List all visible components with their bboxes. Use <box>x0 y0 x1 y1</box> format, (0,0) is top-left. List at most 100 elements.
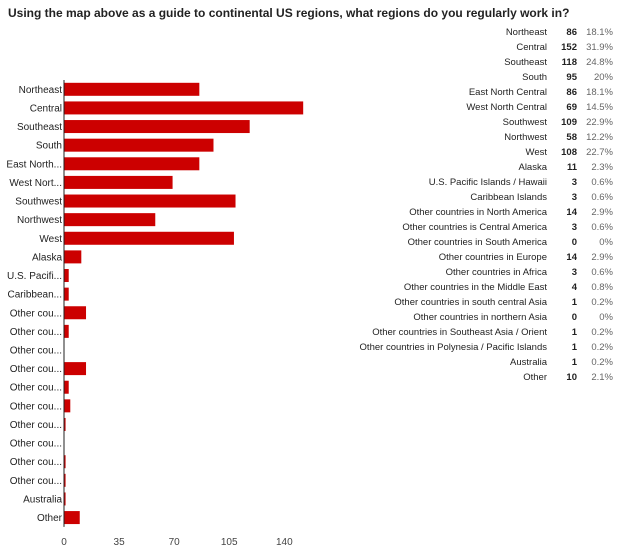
summary-count: 0 <box>571 237 577 248</box>
summary-label: Other countries in northern Asia <box>413 312 547 323</box>
summary-row: Other countries in South America 0 0% <box>360 235 613 250</box>
category-label: Other cou... <box>10 345 62 356</box>
summary-count: 118 <box>561 57 577 68</box>
x-tick-label: 140 <box>276 537 293 548</box>
summary-percent: 0% <box>599 237 613 248</box>
bar <box>64 250 82 264</box>
summary-count: 10 <box>566 372 577 383</box>
summary-row: East North Central 86 18.1% <box>360 85 613 100</box>
summary-label: Other countries in North America <box>409 207 547 218</box>
summary-row: Other countries in Polynesia / Pacific I… <box>360 340 613 355</box>
summary-percent: 22.7% <box>586 147 613 158</box>
category-label: South <box>36 141 62 152</box>
summary-percent: 0.2% <box>591 327 613 338</box>
summary-count: 86 <box>566 27 577 38</box>
summary-count: 69 <box>566 102 577 113</box>
bar <box>64 473 66 487</box>
bar <box>64 324 69 338</box>
question-title: Using the map above as a guide to contin… <box>8 6 570 20</box>
category-label: Southeast <box>17 122 62 133</box>
summary-row: Other countries is Central America 3 0.6% <box>360 220 613 235</box>
summary-label: Alaska <box>518 162 547 173</box>
summary-row: Other countries in south central Asia 1 0.… <box>360 295 613 310</box>
summary-row: Other countries in the Middle East 4 0.8% <box>360 280 613 295</box>
category-label: Northwest <box>17 215 62 226</box>
summary-count: 1 <box>571 297 577 308</box>
bar <box>64 399 71 413</box>
summary-count: 14 <box>566 252 577 263</box>
bar <box>64 194 236 208</box>
summary-row: Central 152 31.9% <box>360 40 613 55</box>
summary-label: U.S. Pacific Islands / Hawaii <box>428 177 547 188</box>
category-label: U.S. Pacifi... <box>7 271 62 282</box>
summary-label: Northeast <box>505 27 547 38</box>
bar <box>64 175 173 189</box>
summary-label: Other countries in Africa <box>445 267 547 278</box>
category-label: Other cou... <box>10 476 62 487</box>
summary-percent: 0.2% <box>591 342 613 353</box>
summary-count: 1 <box>571 327 577 338</box>
summary-percent: 0.6% <box>591 267 613 278</box>
x-tick-label: 105 <box>221 537 238 548</box>
summary-row: Other countries in Southeast Asia / Orie… <box>360 325 613 340</box>
summary-label: Other countries is Central America <box>402 222 547 233</box>
summary-label: Central <box>516 42 547 53</box>
summary-percent: 12.2% <box>586 132 613 143</box>
summary-percent: 14.5% <box>586 102 613 113</box>
summary-percent: 2.1% <box>591 372 613 383</box>
summary-row: Northwest 58 12.2% <box>360 130 613 145</box>
summary-label: West North Central <box>466 102 547 113</box>
summary-percent: 2.3% <box>591 162 613 173</box>
summary-count: 0 <box>571 312 577 323</box>
summary-label: Caribbean Islands <box>470 192 547 203</box>
summary-row: Other countries in North America 14 2.9% <box>360 205 613 220</box>
summary-percent: 18.1% <box>586 27 613 38</box>
summary-row: Australia 1 0.2% <box>360 355 613 370</box>
summary-table: Northeast 86 18.1% Central 152 31.9% Southeast… <box>360 25 613 385</box>
bar <box>64 417 66 431</box>
summary-row: Northeast 86 18.1% <box>360 25 613 40</box>
category-label: Other cou... <box>10 439 62 450</box>
bar <box>64 362 87 376</box>
summary-label: Australia <box>510 357 547 368</box>
category-label: Other <box>37 513 63 524</box>
bar <box>64 213 156 227</box>
summary-count: 14 <box>566 207 577 218</box>
summary-percent: 0.6% <box>591 222 613 233</box>
summary-count: 3 <box>571 192 577 203</box>
summary-percent: 0.6% <box>591 192 613 203</box>
category-label: East North... <box>6 159 62 170</box>
summary-row: Caribbean Islands 3 0.6% <box>360 190 613 205</box>
summary-count: 4 <box>571 282 577 293</box>
summary-percent: 0.2% <box>591 357 613 368</box>
summary-percent: 0.6% <box>591 177 613 188</box>
summary-percent: 18.1% <box>586 87 613 98</box>
bar <box>64 511 80 525</box>
summary-percent: 22.9% <box>586 117 613 128</box>
summary-label: Southwest <box>502 117 547 128</box>
summary-count: 109 <box>561 117 577 128</box>
summary-label: Other countries in Polynesia / Pacific I… <box>359 342 547 353</box>
summary-label: East North Central <box>468 87 547 98</box>
category-label: West <box>39 234 62 245</box>
summary-count: 3 <box>571 267 577 278</box>
summary-row: U.S. Pacific Islands / Hawaii 3 0.6% <box>360 175 613 190</box>
category-label: Other cou... <box>10 457 62 468</box>
bar <box>64 287 69 301</box>
summary-label: Southeast <box>504 57 547 68</box>
bar <box>64 120 250 134</box>
category-label: Australia <box>23 494 62 505</box>
summary-count: 152 <box>561 42 577 53</box>
bar <box>64 269 69 283</box>
summary-count: 3 <box>571 177 577 188</box>
bar <box>64 101 304 115</box>
summary-count: 58 <box>566 132 577 143</box>
x-tick-label: 0 <box>61 537 67 548</box>
summary-label: South <box>522 72 547 83</box>
summary-label: Other countries in south central Asia <box>394 297 547 308</box>
summary-count: 1 <box>571 342 577 353</box>
category-label: Northeast <box>19 85 63 96</box>
summary-count: 108 <box>561 147 577 158</box>
x-tick-label: 70 <box>169 537 181 548</box>
category-label: Other cou... <box>10 401 62 412</box>
